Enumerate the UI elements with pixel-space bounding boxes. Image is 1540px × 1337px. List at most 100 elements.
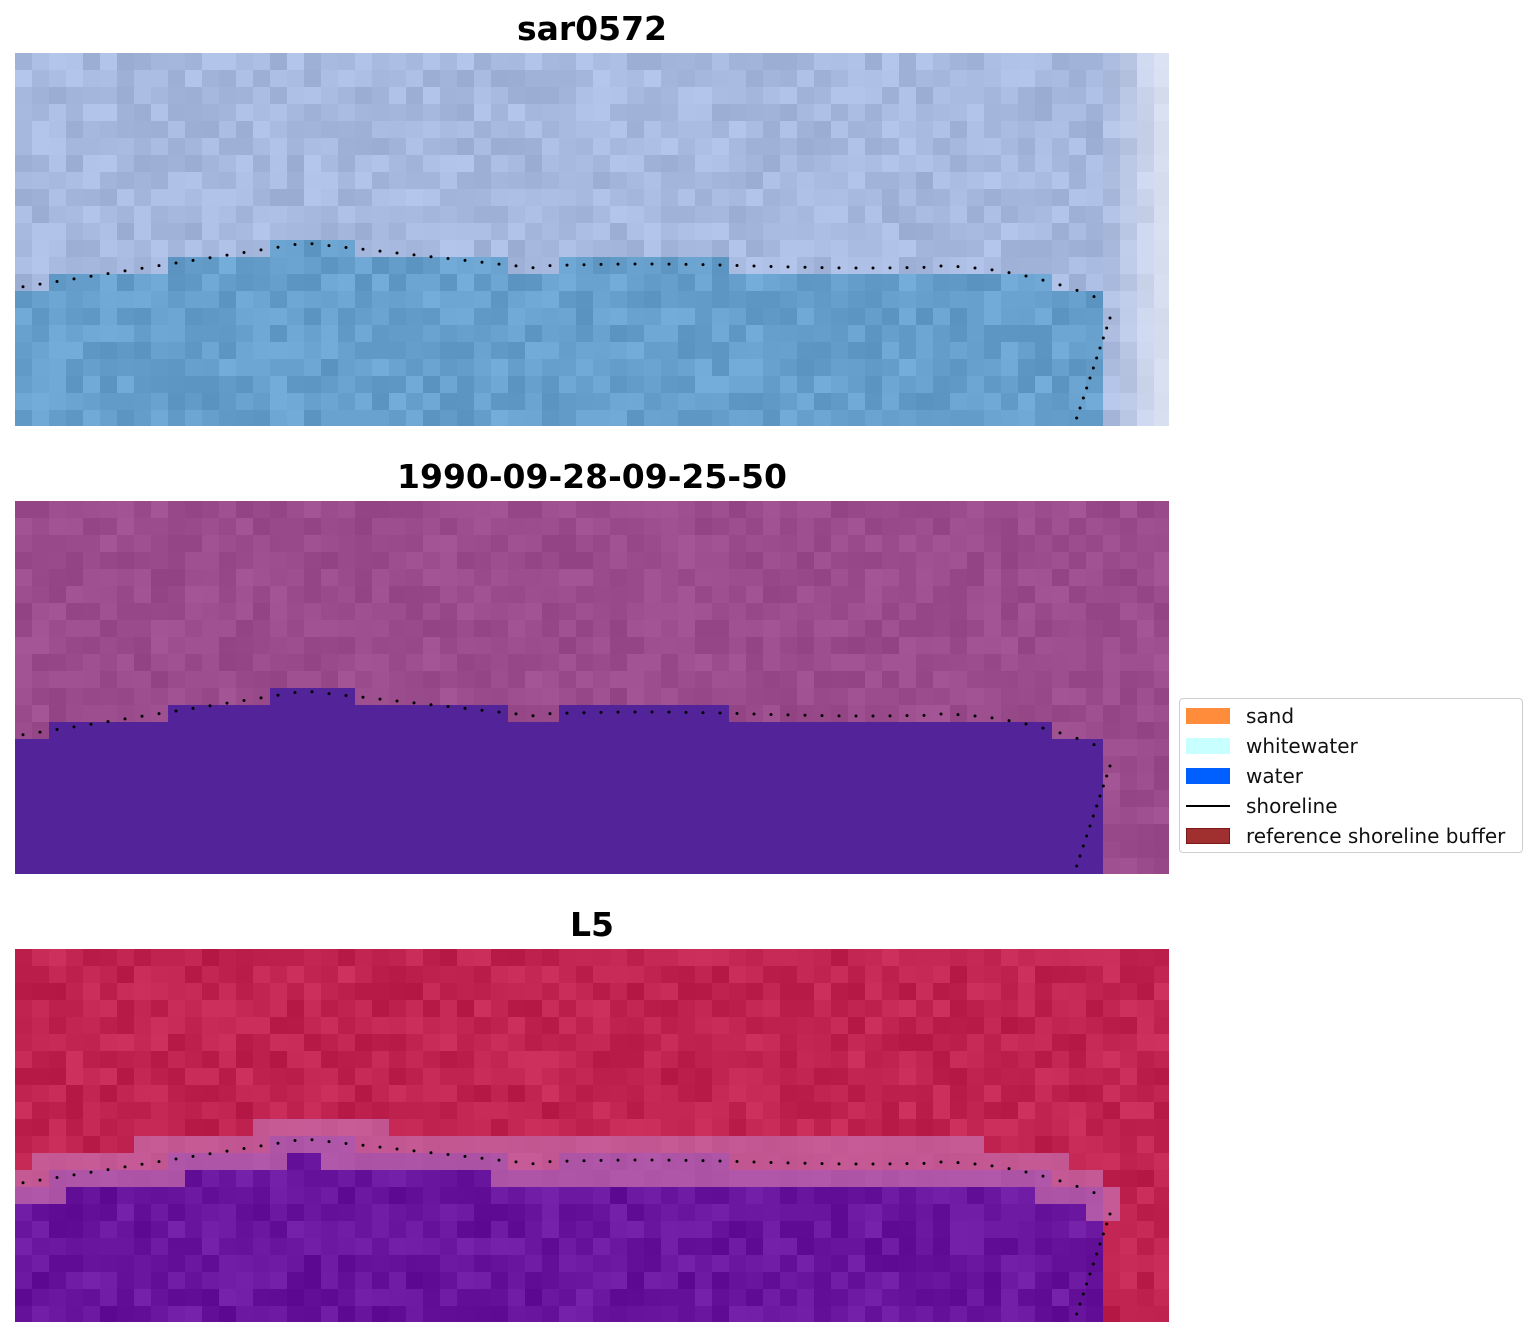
land-pixel [984,53,1002,71]
land-pixel [1052,1051,1070,1069]
water-pixel [678,756,696,774]
water-pixel [389,325,407,343]
water-pixel [474,1187,492,1205]
water-pixel [15,291,33,309]
land-pixel [338,603,356,621]
water-pixel [49,359,67,377]
land-pixel [1052,240,1070,258]
land-pixel [1137,155,1155,173]
land-pixel [491,189,509,207]
land-pixel [916,983,934,1001]
land-pixel [355,1119,373,1137]
water-pixel [202,790,220,808]
land-pixel [695,620,713,638]
water-pixel [1035,858,1053,874]
land-pixel [984,1068,1002,1086]
land-pixel [797,206,815,224]
land-pixel [661,620,679,638]
land-pixel [559,1000,577,1018]
land-pixel [1069,274,1087,292]
water-pixel [168,722,186,740]
water-pixel [644,1272,662,1290]
water-pixel [1035,274,1053,292]
water-pixel [627,1170,645,1188]
land-pixel [1154,1153,1169,1171]
shoreline-dot [310,690,314,694]
water-pixel [83,1255,101,1273]
water-pixel [916,1204,934,1222]
land-pixel [440,53,458,71]
land-pixel [882,586,900,604]
land-pixel [1018,569,1036,587]
water-pixel [219,824,237,842]
land-pixel [729,518,747,536]
land-pixel [780,53,798,71]
land-pixel [1035,1102,1053,1120]
water-pixel [134,790,152,808]
water-pixel [593,1170,611,1188]
land-pixel [32,121,50,139]
land-pixel [389,155,407,173]
water-pixel [389,1255,407,1273]
land-pixel [1103,586,1121,604]
land-pixel [219,1085,237,1103]
land-pixel [712,518,730,536]
water-pixel [355,376,373,394]
water-pixel [168,1204,186,1222]
land-pixel [610,189,628,207]
water-pixel [899,359,917,377]
land-pixel [202,501,220,519]
land-pixel [49,569,67,587]
land-pixel [678,966,696,984]
land-pixel [338,1119,356,1137]
water-pixel [797,773,815,791]
water-pixel [661,1289,679,1307]
water-pixel [627,1289,645,1307]
land-pixel [814,1102,832,1120]
water-pixel [287,342,305,360]
water-pixel [831,274,849,292]
land-pixel [66,1017,84,1035]
water-pixel [457,359,475,377]
water-pixel [916,291,934,309]
water-pixel [355,841,373,859]
water-pixel [134,1204,152,1222]
land-pixel [49,1034,67,1052]
water-pixel [321,410,339,426]
land-pixel [525,1102,543,1120]
land-pixel [185,1119,203,1137]
water-pixel [678,393,696,411]
land-pixel [321,603,339,621]
land-pixel [542,1051,560,1069]
land-pixel [1103,739,1121,757]
water-pixel [117,858,135,874]
water-pixel [151,376,169,394]
land-pixel [848,1153,866,1171]
land-pixel [950,70,968,88]
land-pixel [746,983,764,1001]
water-pixel [338,274,356,292]
land-pixel [593,138,611,156]
water-pixel [831,807,849,825]
land-pixel [321,53,339,71]
land-pixel [66,535,84,553]
water-pixel [457,1306,475,1322]
land-pixel [1120,1221,1138,1239]
land-pixel [372,70,390,88]
land-pixel [525,223,543,241]
water-pixel [66,841,84,859]
shoreline-dot [531,266,535,270]
land-pixel [610,206,628,224]
land-pixel [83,949,101,967]
land-pixel [474,586,492,604]
land-pixel [1154,87,1169,105]
land-pixel [1052,1136,1070,1154]
water-pixel [610,1238,628,1256]
water-pixel [882,841,900,859]
water-pixel [1035,1306,1053,1322]
land-pixel [151,223,169,241]
land-pixel [763,155,781,173]
land-pixel [168,189,186,207]
water-pixel [882,1238,900,1256]
water-pixel [933,773,951,791]
